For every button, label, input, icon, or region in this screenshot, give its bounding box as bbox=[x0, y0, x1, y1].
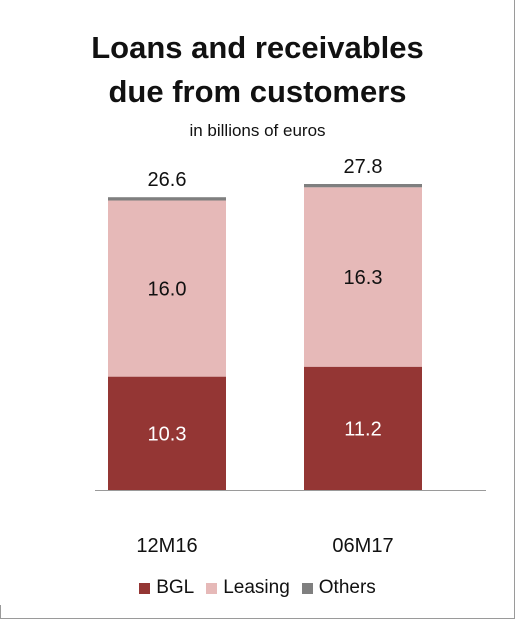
legend-label-others: Others bbox=[318, 577, 376, 598]
bar-segment-others-12m16 bbox=[108, 197, 226, 201]
legend-swatch-bgl bbox=[139, 582, 151, 594]
legend-swatch-leasing bbox=[206, 582, 218, 594]
bar-segment-leasing-06m17 bbox=[304, 187, 422, 367]
data-label-bgl-12m16: 10.3 bbox=[148, 423, 187, 445]
legend-item-leasing: Leasing bbox=[206, 577, 290, 599]
bar-segment-leasing-12m16 bbox=[108, 200, 226, 377]
legend-label-leasing: Leasing bbox=[223, 577, 290, 598]
legend-swatch-others bbox=[301, 582, 313, 594]
legend-item-others: Others bbox=[301, 577, 376, 599]
chart-title-line-1: Loans and receivables bbox=[91, 30, 424, 65]
frame-left-rule bbox=[0, 605, 1, 619]
data-label-leasing-06m17: 16.3 bbox=[344, 267, 383, 289]
bar-segment-others-06m17 bbox=[304, 184, 422, 188]
chart-title: Loans and receivables due from customers bbox=[0, 26, 515, 114]
x-tick-label-12m16: 12M16 bbox=[136, 535, 197, 557]
total-label-12m16: 26.6 bbox=[148, 169, 187, 191]
chart-legend: BGL Leasing Others bbox=[0, 577, 515, 599]
data-label-bgl-06m17: 11.2 bbox=[344, 418, 381, 440]
total-label-06m17: 27.8 bbox=[344, 156, 383, 178]
x-tick-label-06m17: 06M17 bbox=[332, 535, 393, 557]
legend-label-bgl: BGL bbox=[156, 577, 195, 598]
stacked-bar-chart: 10.3 16.0 26.6 12M16 11.2 16.3 27.8 06M17 bbox=[95, 156, 486, 557]
chart-title-line-2: due from customers bbox=[108, 74, 407, 109]
legend-item-bgl: BGL bbox=[139, 577, 194, 599]
bar-segment-bgl-06m17 bbox=[304, 366, 422, 490]
data-label-leasing-12m16: 16.0 bbox=[148, 279, 187, 301]
bar-segment-bgl-12m16 bbox=[108, 376, 226, 490]
chart-subtitle: in billions of euros bbox=[189, 121, 326, 140]
